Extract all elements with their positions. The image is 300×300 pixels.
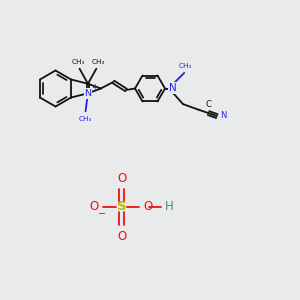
Text: CH₃: CH₃: [178, 63, 192, 69]
Text: N: N: [169, 83, 176, 93]
Text: N: N: [84, 89, 92, 98]
Text: O: O: [144, 200, 153, 213]
Text: N: N: [220, 111, 227, 120]
Text: O: O: [117, 230, 126, 242]
Text: S: S: [117, 200, 126, 214]
Text: CH₃: CH₃: [71, 59, 85, 65]
Text: O: O: [117, 172, 126, 184]
Text: CH₃: CH₃: [79, 116, 92, 122]
Text: H: H: [165, 200, 174, 214]
Text: CH₃: CH₃: [91, 59, 104, 65]
Text: C: C: [206, 100, 212, 109]
Text: O: O: [90, 200, 99, 213]
Text: +: +: [91, 83, 98, 92]
Text: −: −: [98, 209, 106, 220]
